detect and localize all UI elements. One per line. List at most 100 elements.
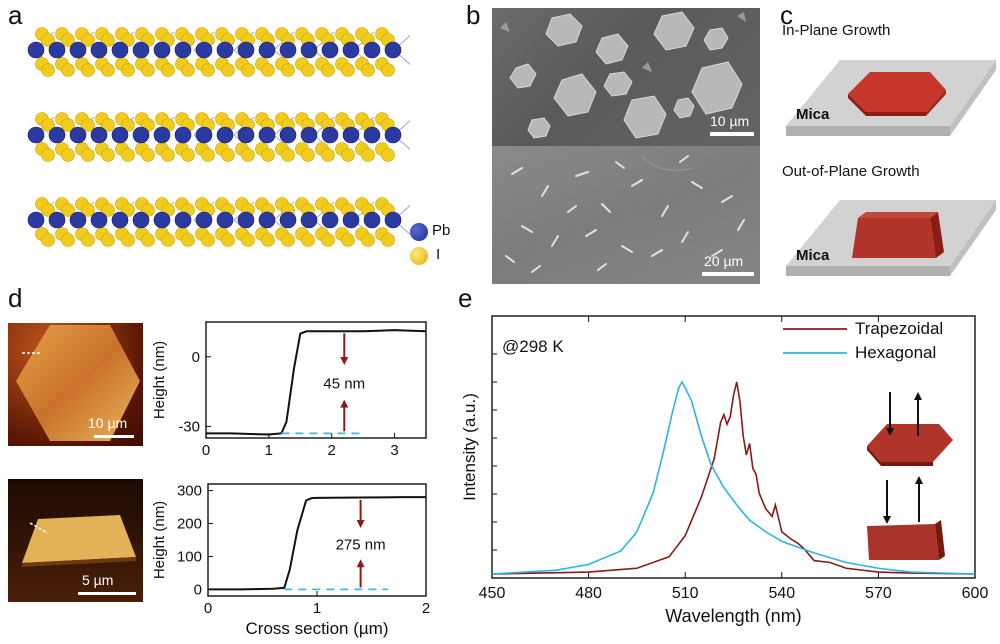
out-plane-title: Out-of-Plane Growth — [782, 163, 920, 180]
iodine-atom — [161, 63, 175, 77]
iodine-atom — [121, 148, 135, 162]
panel-label-b: b — [466, 0, 481, 30]
iodine-atom — [281, 148, 295, 162]
afm-scale-bar-top — [94, 435, 134, 438]
pb-legend-icon — [410, 223, 428, 241]
lead-atom — [132, 211, 150, 229]
iodine-atom — [201, 63, 215, 77]
pbi2-layer — [27, 27, 410, 77]
iodine-atom — [241, 233, 255, 247]
y-tick-label: 0 — [192, 349, 200, 366]
lead-atom — [69, 41, 87, 59]
temperature-annotation: @298 K — [502, 337, 564, 356]
afm-scale-bar-bottom — [78, 592, 136, 595]
iodine-atom — [81, 148, 95, 162]
scale-label-top: 10 µm — [710, 113, 750, 129]
x-tick-label: 540 — [768, 585, 795, 602]
lead-atom — [153, 126, 171, 144]
thickness-annotation: 45 nm — [323, 375, 365, 392]
pbi2-layer — [27, 112, 410, 162]
trapezoidal-spectrum-line — [491, 381, 976, 575]
lead-atom — [48, 211, 66, 229]
iodine-atom — [341, 63, 355, 77]
lead-atom — [132, 126, 150, 144]
scale-bar-top — [710, 132, 754, 136]
iodine-atom — [321, 148, 335, 162]
iodine-atom — [381, 233, 395, 247]
lead-atom — [111, 211, 129, 229]
lead-atom — [195, 41, 213, 59]
x-tick-label: 3 — [390, 442, 398, 459]
iodine-atom — [301, 233, 315, 247]
y-tick-label: 100 — [177, 548, 202, 565]
x-tick-label: 450 — [479, 585, 506, 602]
lead-atom — [363, 41, 381, 59]
iodine-atom — [61, 233, 75, 247]
sem-hexagon-flakes — [500, 11, 746, 139]
iodine-atom — [381, 148, 395, 162]
plot-frame — [491, 315, 976, 579]
lead-atom — [90, 41, 108, 59]
x-tick-label: 0 — [204, 600, 212, 617]
lead-atom — [153, 211, 171, 229]
iodine-atom — [141, 233, 155, 247]
plot-frame — [205, 321, 427, 439]
lead-atom — [363, 126, 381, 144]
iodine-atom — [81, 233, 95, 247]
lead-atom — [48, 126, 66, 144]
lead-atom — [237, 211, 255, 229]
iodine-atom — [361, 233, 375, 247]
iodine-atom — [81, 203, 95, 217]
lead-atom — [216, 126, 234, 144]
iodine-atom — [321, 63, 335, 77]
lead-atom — [132, 41, 150, 59]
lead-atom — [342, 211, 360, 229]
iodine-atom — [41, 118, 55, 132]
iodine-atom — [301, 63, 315, 77]
height-profile-trapezoidal-chart: 0 1 2 0 100 200 300 275 nm Height (nm) Cross sect… — [151, 483, 430, 638]
x-tick-label: 1 — [313, 600, 321, 617]
emission-arrow-head — [915, 476, 923, 484]
x-axis-label: Wavelength (nm) — [665, 606, 801, 626]
iodine-atom — [41, 33, 55, 47]
panel-label-e: e — [458, 283, 473, 313]
lead-atom — [258, 211, 276, 229]
scale-bar-bottom — [702, 272, 754, 276]
lead-atom — [279, 126, 297, 144]
x-tick-label: 2 — [422, 600, 430, 617]
iodine-atom — [221, 63, 235, 77]
iodine-atom — [261, 233, 275, 247]
afm-hexagon-flake — [16, 325, 140, 441]
excitation-arrow-head — [886, 428, 894, 436]
legend-label: Hexagonal — [855, 343, 936, 362]
inset-trapezoid-schematic — [867, 476, 945, 560]
x-tick-label: 510 — [672, 585, 699, 602]
lead-atom — [279, 211, 297, 229]
panel-label-a: a — [8, 0, 23, 30]
sem-image-vertical: 20 µm — [492, 146, 760, 284]
iodine-atom — [141, 148, 155, 162]
lead-atom — [237, 126, 255, 144]
lead-atom — [174, 126, 192, 144]
iodine-atom — [181, 233, 195, 247]
lead-atom — [69, 211, 87, 229]
iodine-atom — [281, 233, 295, 247]
iodine-atom — [61, 118, 75, 132]
y-tick-label: 0 — [194, 581, 202, 598]
down-arrow-head — [340, 356, 349, 365]
lead-atom — [237, 41, 255, 59]
scale-label-bottom: 20 µm — [704, 253, 744, 269]
lead-atom — [216, 41, 234, 59]
iodine-atom — [221, 233, 235, 247]
hexagon-edge — [867, 446, 881, 466]
trapezoid-edge — [935, 520, 945, 560]
panel-label-c: c — [780, 0, 793, 30]
afm-image-hexagonal: 10 µm — [8, 323, 143, 446]
lead-atom — [300, 126, 318, 144]
lead-atom — [27, 126, 45, 144]
x-tick-label: 480 — [575, 585, 602, 602]
iodine-atom — [341, 148, 355, 162]
afm-scale-label-bottom: 5 µm — [82, 572, 114, 588]
iodine-atom — [141, 63, 155, 77]
legend-label: Trapezoidal — [855, 319, 943, 338]
